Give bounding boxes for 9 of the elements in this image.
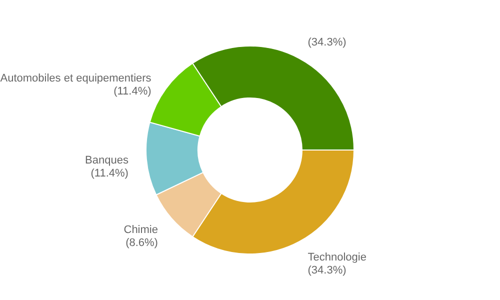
data-label: (11.4%) <box>114 85 152 98</box>
slice-label: Automobiles et equipementiers <box>0 72 152 84</box>
data-label: (34.3%) <box>308 36 346 49</box>
slice-label: Banques <box>85 154 129 167</box>
data-label: (34.3%) <box>308 264 346 276</box>
data-label: (8.6%) <box>126 237 158 250</box>
data-label: (11.4%) <box>90 168 128 180</box>
slice-label: Chimie <box>124 224 158 236</box>
slice-label: Technologie <box>308 251 366 264</box>
